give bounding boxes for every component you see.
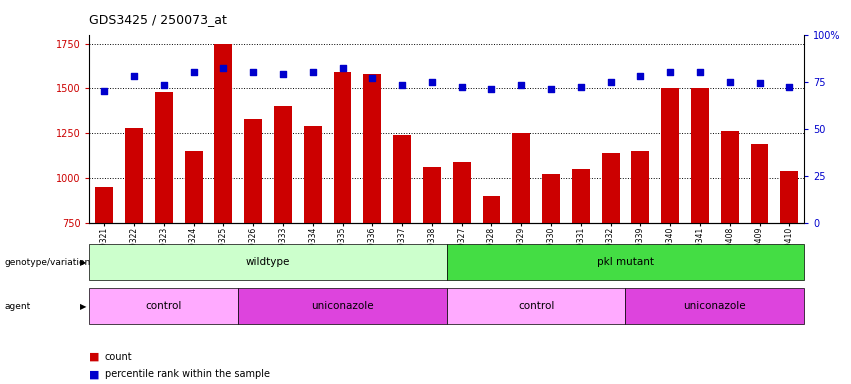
Text: ▶: ▶ xyxy=(80,302,87,311)
Point xyxy=(544,86,557,92)
Point xyxy=(216,65,230,71)
Point xyxy=(306,69,319,75)
Text: agent: agent xyxy=(4,302,31,311)
Text: ■: ■ xyxy=(89,352,100,362)
Bar xyxy=(751,144,768,223)
Point xyxy=(752,80,766,86)
Bar xyxy=(661,88,679,223)
Point xyxy=(186,69,200,75)
Point xyxy=(335,65,349,71)
Point xyxy=(454,84,468,90)
Bar xyxy=(721,131,739,223)
Point xyxy=(127,73,140,79)
Bar xyxy=(214,43,232,223)
Bar xyxy=(572,169,590,223)
Text: pkl mutant: pkl mutant xyxy=(597,257,654,267)
Point xyxy=(722,79,736,85)
Point xyxy=(276,71,289,77)
Text: GDS3425 / 250073_at: GDS3425 / 250073_at xyxy=(89,13,227,26)
Text: genotype/variation: genotype/variation xyxy=(4,258,90,266)
Point xyxy=(157,82,170,88)
Bar xyxy=(780,171,798,223)
Bar xyxy=(185,151,203,223)
Point xyxy=(425,79,438,85)
Bar xyxy=(393,135,411,223)
Point xyxy=(693,69,706,75)
Text: ■: ■ xyxy=(89,369,100,379)
Bar xyxy=(244,119,262,223)
Point xyxy=(633,73,647,79)
Bar xyxy=(453,162,471,223)
Bar xyxy=(95,187,113,223)
Text: control: control xyxy=(146,301,182,311)
Bar xyxy=(363,74,381,223)
Text: uniconazole: uniconazole xyxy=(683,301,746,311)
Bar xyxy=(512,133,530,223)
Point xyxy=(782,84,796,90)
Point xyxy=(574,84,587,90)
Bar xyxy=(423,167,441,223)
Point xyxy=(97,88,111,94)
Bar xyxy=(602,153,620,223)
Bar xyxy=(691,88,709,223)
Point xyxy=(514,82,528,88)
Point xyxy=(663,69,677,75)
Text: uniconazole: uniconazole xyxy=(311,301,374,311)
Text: count: count xyxy=(105,352,132,362)
Bar xyxy=(155,92,173,223)
Point xyxy=(484,86,498,92)
Text: ▶: ▶ xyxy=(80,258,87,266)
Point xyxy=(603,79,617,85)
Point xyxy=(365,75,379,81)
Point xyxy=(246,69,260,75)
Text: percentile rank within the sample: percentile rank within the sample xyxy=(105,369,270,379)
Point xyxy=(395,82,408,88)
Text: control: control xyxy=(518,301,554,311)
Bar xyxy=(274,106,292,223)
Bar xyxy=(542,174,560,223)
Text: wildtype: wildtype xyxy=(246,257,290,267)
Bar xyxy=(483,196,500,223)
Bar xyxy=(334,72,351,223)
Bar xyxy=(304,126,322,223)
Bar xyxy=(631,151,649,223)
Bar xyxy=(125,128,143,223)
